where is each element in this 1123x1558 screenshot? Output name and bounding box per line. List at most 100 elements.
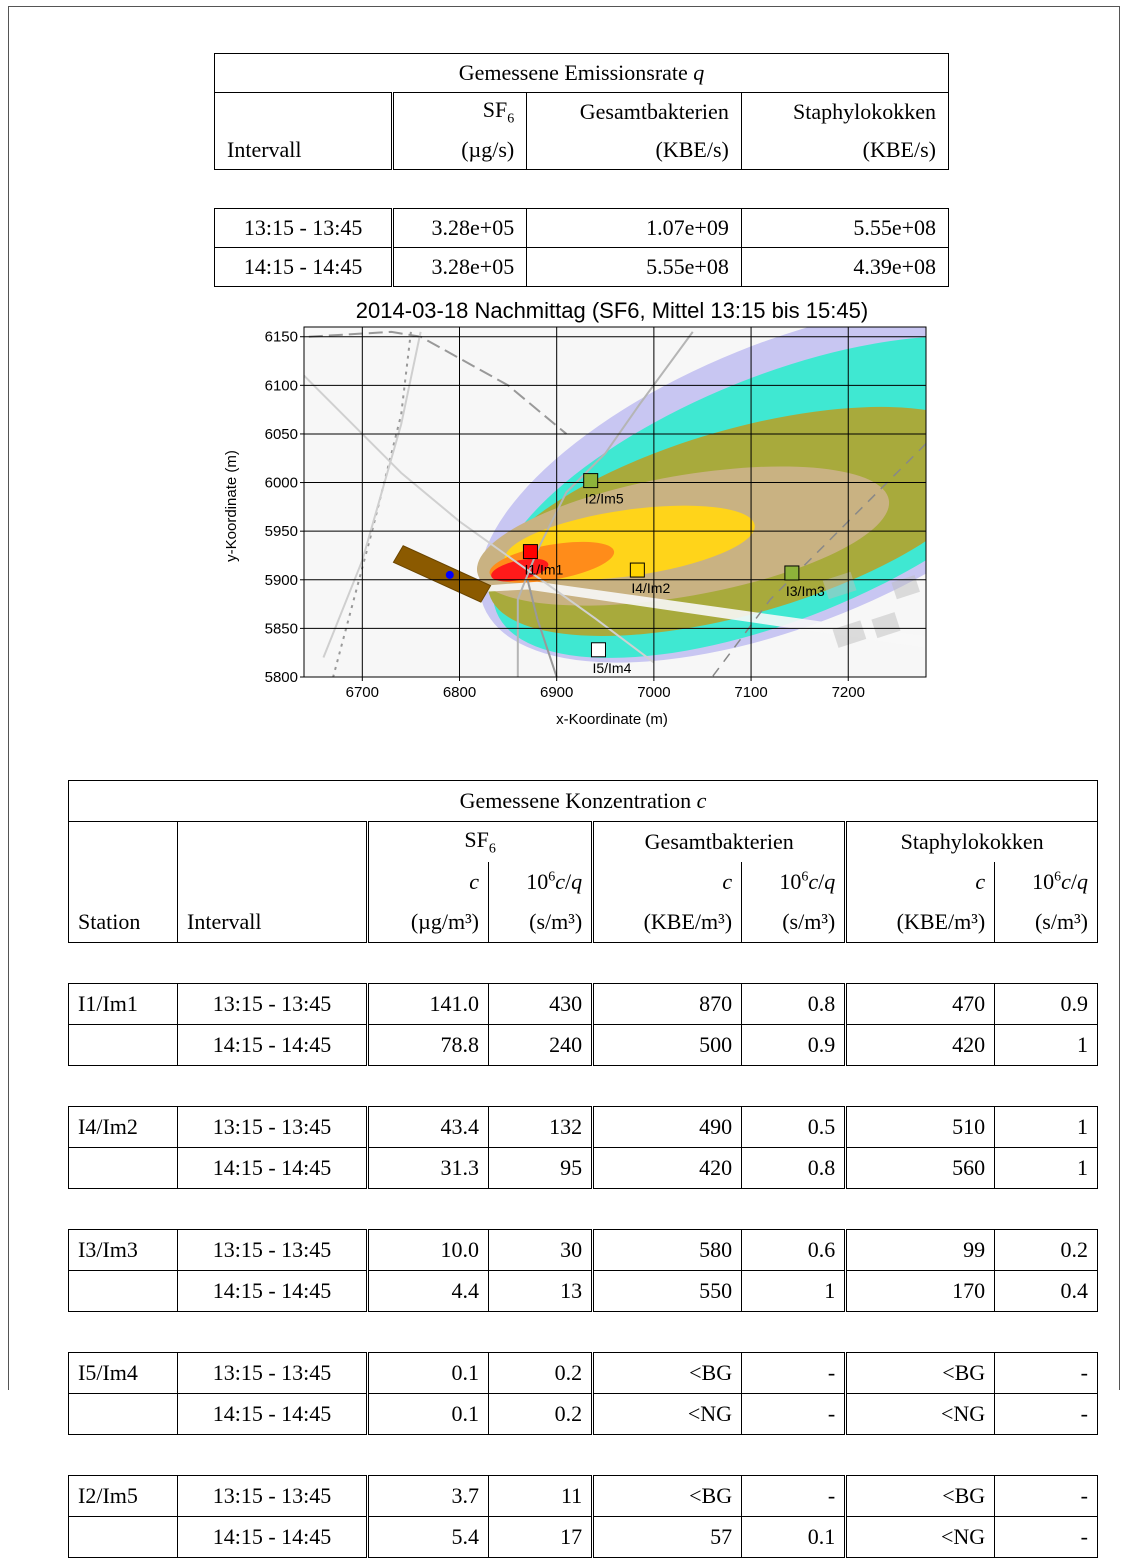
cell-sf6-r: 95 bbox=[487, 1147, 593, 1189]
sub-ratio: 106c/q bbox=[994, 862, 1098, 902]
station-label: I5/Im4 bbox=[592, 660, 631, 676]
cell-sf6-c: 4.4 bbox=[366, 1270, 489, 1312]
x-tick-label: 7200 bbox=[832, 684, 865, 701]
cell-station: I1/Im1 bbox=[68, 983, 178, 1025]
cell-station: I4/Im2 bbox=[68, 1106, 178, 1148]
table-row: I4/Im2 13:15 - 13:45 43.4 132 490 0.5 510 1 bbox=[68, 1106, 1098, 1148]
concentration-table: Gemessene Konzentration c SF6 Gesamtbakt… bbox=[68, 780, 1098, 1558]
cell-s-c: 170 bbox=[844, 1270, 995, 1312]
emission-col-sf6: SF6 bbox=[391, 92, 527, 131]
page-frame bbox=[8, 6, 1120, 1390]
cell-s-r: - bbox=[994, 1475, 1098, 1517]
cell-s-r: 0.4 bbox=[994, 1270, 1098, 1312]
station-label: I3/Im3 bbox=[786, 583, 825, 599]
cell-s-r: 0.2 bbox=[994, 1229, 1098, 1271]
cell-s-r: - bbox=[994, 1352, 1098, 1394]
cell-b-r: 0.8 bbox=[741, 983, 846, 1025]
cell-s-c: 470 bbox=[844, 983, 995, 1025]
x-tick-label: 7100 bbox=[734, 684, 767, 701]
x-axis-label: x-Koordinate (m) bbox=[556, 711, 668, 728]
sub-c: c bbox=[591, 862, 742, 902]
group-staph: Staphylokokken bbox=[844, 821, 1098, 862]
table-row: 13:15 - 13:45 3.28e+05 1.07e+09 5.55e+08 bbox=[213, 208, 950, 248]
station-marker bbox=[629, 562, 645, 578]
table-row: I2/Im5 13:15 - 13:45 3.7 11 <BG - <BG - bbox=[68, 1475, 1098, 1517]
sub-c: c bbox=[844, 862, 995, 902]
cell-s-c: 420 bbox=[844, 1024, 995, 1066]
station-label: I1/Im1 bbox=[524, 562, 563, 578]
emission-bact: 1.07e+09 bbox=[526, 208, 742, 248]
road-diagonal bbox=[304, 374, 655, 664]
cell-interval: 13:15 - 13:45 bbox=[177, 1229, 368, 1271]
sub-ratio: 106c/q bbox=[741, 862, 846, 902]
cell-b-r: 0.8 bbox=[741, 1147, 846, 1189]
emission-col-interval: Intervall bbox=[213, 131, 393, 170]
plume-clear-strip bbox=[471, 581, 926, 648]
table-row: I5/Im4 13:15 - 13:45 0.1 0.2 <BG - <BG - bbox=[68, 1352, 1098, 1394]
cell-station: I2/Im5 bbox=[68, 1475, 178, 1517]
cell-sf6-r: 11 bbox=[487, 1475, 593, 1517]
cell-station bbox=[68, 1270, 178, 1312]
cell-s-c: 560 bbox=[844, 1147, 995, 1189]
cell-sf6-c: 78.8 bbox=[366, 1024, 489, 1066]
emission-sf6: 3.28e+05 bbox=[391, 247, 527, 287]
cell-s-c: <BG bbox=[844, 1475, 995, 1517]
cell-sf6-c: 0.1 bbox=[366, 1352, 489, 1394]
unit-kbe: (KBE/m³) bbox=[844, 902, 995, 943]
tick-layer: 6700 6800 6900 7000 7100 7200 5800 5850 5900 5950… bbox=[265, 329, 865, 701]
map-building bbox=[832, 620, 867, 648]
station-marker bbox=[583, 473, 599, 489]
cell-station bbox=[68, 1516, 178, 1558]
cell-b-r: - bbox=[741, 1475, 846, 1517]
map-building bbox=[871, 612, 901, 639]
cell-interval: 14:15 - 14:45 bbox=[177, 1024, 368, 1066]
table-row: 14:15 - 14:45 3.28e+05 5.55e+08 4.39e+08 bbox=[213, 247, 950, 287]
y-tick-label: 6050 bbox=[265, 426, 298, 443]
cell-sf6-c: 141.0 bbox=[366, 983, 489, 1025]
emission-staph: 5.55e+08 bbox=[740, 208, 950, 248]
cell-b-c: 870 bbox=[591, 983, 742, 1025]
cell-b-r: 0.9 bbox=[741, 1024, 846, 1066]
cell-b-c: <BG bbox=[591, 1352, 742, 1394]
emission-title: Gemessene Emissionsrate q bbox=[214, 53, 949, 93]
cell-b-c: 490 bbox=[591, 1106, 742, 1148]
y-tick-label: 5900 bbox=[265, 572, 298, 589]
x-tick-label: 6900 bbox=[540, 684, 573, 701]
cell-s-c: 510 bbox=[844, 1106, 995, 1148]
cell-s-r: 1 bbox=[994, 1024, 1098, 1066]
cell-b-r: 0.6 bbox=[741, 1229, 846, 1271]
chart-title: 2014-03-18 Nachmittag (SF6, Mittel 13:15… bbox=[356, 298, 868, 323]
emission-unit-sf6: (µg/s) bbox=[391, 131, 527, 170]
cell-sf6-c: 31.3 bbox=[366, 1147, 489, 1189]
station-label: I2/Im5 bbox=[585, 491, 624, 507]
cell-b-r: - bbox=[741, 1393, 846, 1435]
x-tick-label: 7000 bbox=[637, 684, 670, 701]
table-row: 14:15 - 14:45 4.4 13 550 1 170 0.4 bbox=[68, 1270, 1098, 1312]
cell-station: I3/Im3 bbox=[68, 1229, 178, 1271]
group-sf6: SF6 bbox=[365, 821, 593, 862]
cell-sf6-c: 10.0 bbox=[366, 1229, 489, 1271]
cell-sf6-r: 0.2 bbox=[487, 1352, 593, 1394]
cell-interval: 13:15 - 13:45 bbox=[177, 983, 368, 1025]
emission-unit-bact: (KBE/s) bbox=[526, 131, 742, 170]
sub-c: c bbox=[366, 862, 489, 902]
unit-ratio: (s/m³) bbox=[741, 902, 846, 943]
road-south bbox=[526, 579, 558, 677]
emission-col-staph: Staphylokokken bbox=[740, 92, 950, 131]
station-layer: I1/Im1 I2/Im5 I4/Im2 I3/Im3 I5/Im4 bbox=[522, 473, 825, 676]
emission-col-bact: Gesamtbakterien bbox=[526, 92, 742, 131]
cell-interval: 13:15 - 13:45 bbox=[177, 1475, 368, 1517]
cell-sf6-r: 13 bbox=[487, 1270, 593, 1312]
table-row: 14:15 - 14:45 5.4 17 57 0.1 <NG - bbox=[68, 1516, 1098, 1558]
cell-b-c: <NG bbox=[591, 1393, 742, 1435]
table-row: I1/Im1 13:15 - 13:45 141.0 430 870 0.8 470 0.9 bbox=[68, 983, 1098, 1025]
unit-sf6-c: (µg/m³) bbox=[366, 902, 489, 943]
road-main bbox=[516, 331, 694, 677]
sub-ratio: 106c/q bbox=[487, 862, 593, 902]
cell-b-c: 57 bbox=[591, 1516, 742, 1558]
plot-border bbox=[303, 326, 927, 678]
group-bact: Gesamtbakterien bbox=[591, 821, 846, 862]
cell-interval: 14:15 - 14:45 bbox=[177, 1516, 368, 1558]
cell-b-c: 550 bbox=[591, 1270, 742, 1312]
cell-b-r: 1 bbox=[741, 1270, 846, 1312]
